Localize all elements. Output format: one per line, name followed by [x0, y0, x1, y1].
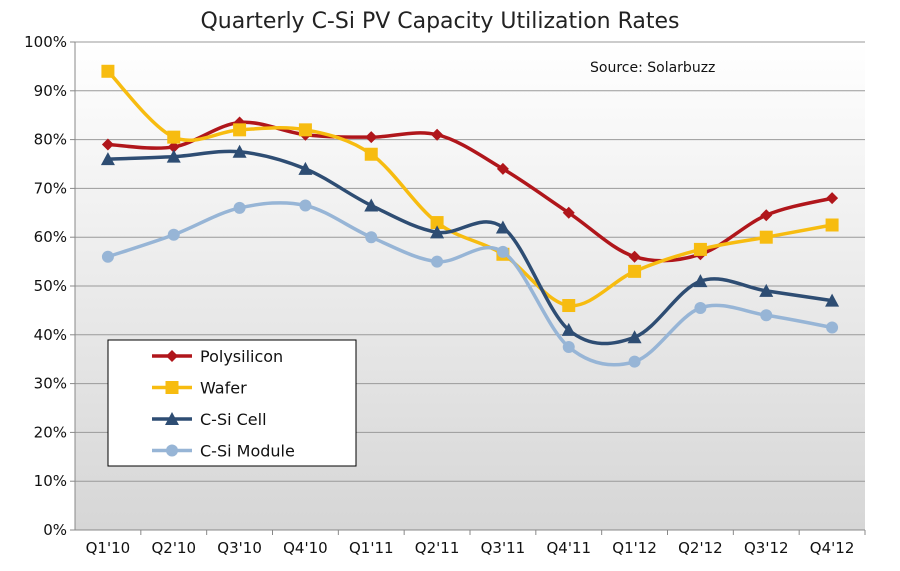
- y-tick-label: 70%: [34, 179, 67, 197]
- legend-label: Wafer: [200, 379, 247, 398]
- legend-item-polysilicon: Polysilicon: [152, 347, 283, 366]
- legend-label: C-Si Module: [200, 442, 295, 461]
- legend-marker: [166, 350, 178, 362]
- x-tick-label: Q3'12: [744, 539, 789, 557]
- data-point-c-si-cell: [364, 198, 379, 212]
- data-point-wafer: [825, 218, 839, 232]
- y-tick-label: 30%: [34, 375, 67, 393]
- data-point-polysilicon: [496, 162, 509, 175]
- source-annotation: Source: Solarbuzz: [590, 60, 715, 76]
- legend-label: Polysilicon: [200, 347, 283, 366]
- x-tick-label: Q1'10: [86, 539, 131, 557]
- data-point-wafer: [430, 216, 444, 230]
- data-point-c-si-module: [562, 341, 575, 353]
- y-tick-label: 60%: [34, 228, 67, 246]
- data-point-polysilicon: [562, 206, 575, 219]
- data-point-c-si-module: [233, 201, 246, 214]
- data-point-c-si-cell: [100, 152, 115, 166]
- data-point-c-si-cell: [759, 283, 774, 297]
- y-axis-ticks: 0% 10% 20% 30% 40% 50% 60% 70% 80% 90% 100%: [24, 33, 75, 539]
- data-point-polysilicon: [628, 250, 641, 263]
- series-c-si-cell: [100, 144, 840, 346]
- series-layer: [100, 64, 840, 368]
- chart-title: Quarterly C-Si PV Capacity Utilization R…: [200, 9, 679, 34]
- legend-item-wafer: Wafer: [152, 379, 247, 398]
- data-point-wafer: [298, 123, 312, 137]
- data-point-c-si-module: [496, 245, 509, 258]
- x-tick-label: Q3'11: [481, 539, 526, 557]
- legend-label: C-Si Cell: [200, 410, 267, 429]
- legend-box: [107, 339, 357, 467]
- data-point-wafer: [628, 264, 642, 278]
- data-point-c-si-cell: [627, 330, 642, 344]
- x-axis-ticks: Q1'10 Q2'10 Q3'10 Q4'10 Q1'11 Q2'11 Q3'11 Q4'11…: [86, 530, 866, 557]
- data-point-c-si-cell: [495, 220, 510, 234]
- y-tick-label: 90%: [34, 82, 67, 100]
- legend-marker: [165, 381, 179, 394]
- data-point-c-si-module: [694, 301, 707, 314]
- data-point-wafer: [364, 147, 378, 161]
- x-tick-label: Q2'10: [151, 539, 196, 557]
- data-point-polysilicon: [167, 140, 180, 153]
- x-tick-label: Q1'12: [612, 539, 657, 557]
- data-point-c-si-cell: [825, 293, 840, 307]
- x-tick-label: Q4'10: [283, 539, 328, 557]
- data-point-polysilicon: [365, 131, 378, 144]
- y-tick-label: 100%: [24, 33, 67, 51]
- data-point-wafer: [562, 299, 576, 313]
- data-point-c-si-module: [760, 309, 773, 322]
- x-tick-label: Q2'12: [678, 539, 723, 557]
- data-point-wafer: [759, 230, 773, 244]
- data-point-wafer: [167, 130, 181, 144]
- data-point-c-si-cell: [298, 161, 313, 175]
- data-point-polysilicon: [431, 128, 444, 141]
- x-tick-label: Q4'12: [810, 539, 855, 557]
- y-tick-label: 20%: [34, 423, 67, 441]
- x-tick-label: Q2'11: [415, 539, 460, 557]
- data-point-c-si-module: [167, 228, 180, 241]
- data-point-polysilicon: [826, 192, 839, 205]
- data-point-wafer: [233, 123, 247, 137]
- legend-item-c-si-module: C-Si Module: [152, 442, 295, 461]
- legend-marker: [166, 444, 178, 457]
- data-point-c-si-module: [628, 355, 641, 368]
- legend: Polysilicon Wafer C-Si Cell C-Si Module: [107, 339, 357, 467]
- data-point-wafer: [693, 242, 707, 256]
- y-tick-label: 10%: [34, 472, 67, 490]
- series-c-si-module: [101, 199, 839, 368]
- data-point-c-si-module: [826, 321, 839, 334]
- data-point-c-si-cell: [430, 225, 445, 239]
- data-point-c-si-cell: [693, 274, 708, 288]
- data-point-c-si-cell: [166, 149, 181, 163]
- legend-item-c-si-cell: C-Si Cell: [152, 410, 267, 429]
- y-tick-label: 0%: [43, 521, 67, 539]
- data-point-polysilicon: [760, 209, 773, 222]
- data-point-c-si-cell: [232, 144, 247, 158]
- data-point-polysilicon: [233, 116, 246, 129]
- data-point-wafer: [101, 64, 115, 78]
- y-tick-label: 50%: [34, 277, 67, 295]
- data-point-c-si-module: [299, 199, 312, 212]
- x-tick-label: Q4'11: [546, 539, 591, 557]
- x-tick-label: Q3'10: [217, 539, 262, 557]
- y-tick-label: 40%: [34, 326, 67, 344]
- legend-marker: [165, 412, 179, 425]
- x-tick-label: Q1'11: [349, 539, 394, 557]
- data-point-c-si-module: [101, 250, 114, 263]
- y-tick-label: 80%: [34, 131, 67, 149]
- data-point-c-si-cell: [561, 322, 576, 336]
- data-point-c-si-module: [431, 255, 444, 268]
- data-point-c-si-module: [365, 231, 378, 244]
- data-point-polysilicon: [101, 138, 114, 151]
